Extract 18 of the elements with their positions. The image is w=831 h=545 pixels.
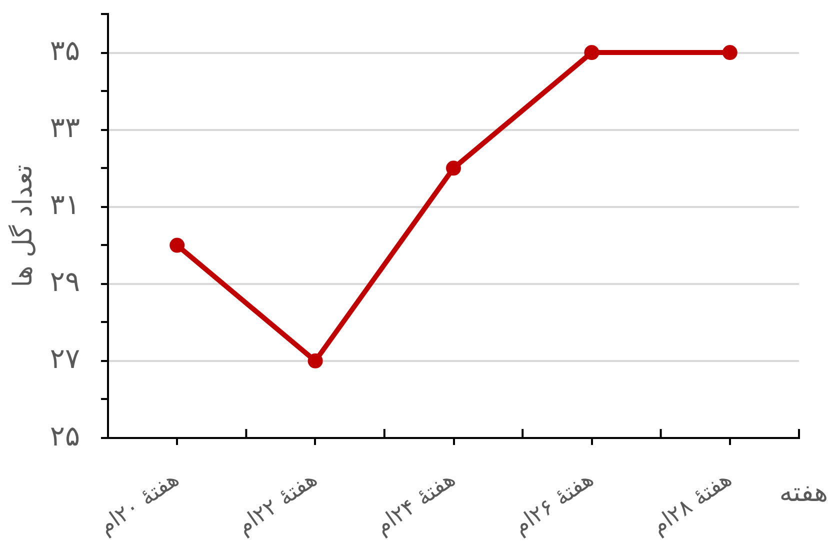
point [446,160,461,176]
point [722,45,738,60]
y-axis-title: تعداد گل ها [7,164,38,288]
y-tick-label: ۲۹ [50,265,80,298]
point [170,238,185,253]
y-tick-label: ۳۱ [50,188,80,222]
x-tick-label: هفتهٔ ۲۸ام [647,466,737,540]
y-tick-label: ۳۵ [50,34,80,67]
x-tick-label: هفتهٔ ۲۴ام [370,466,460,540]
point [584,45,600,60]
y-tick-label: ۲۵ [50,419,80,452]
point [308,353,323,368]
x-tick-label: هفتهٔ ۲۲ام [232,466,322,540]
y-tick-label: ۳۳ [50,110,80,144]
x-tick-label: هفتهٔ ۲۰ام [94,466,184,540]
x-axis-title: هفته [779,478,828,508]
x-tick-label: هفتهٔ ۲۶ام [509,466,598,540]
y-tick-label: ۲۷ [50,342,80,376]
